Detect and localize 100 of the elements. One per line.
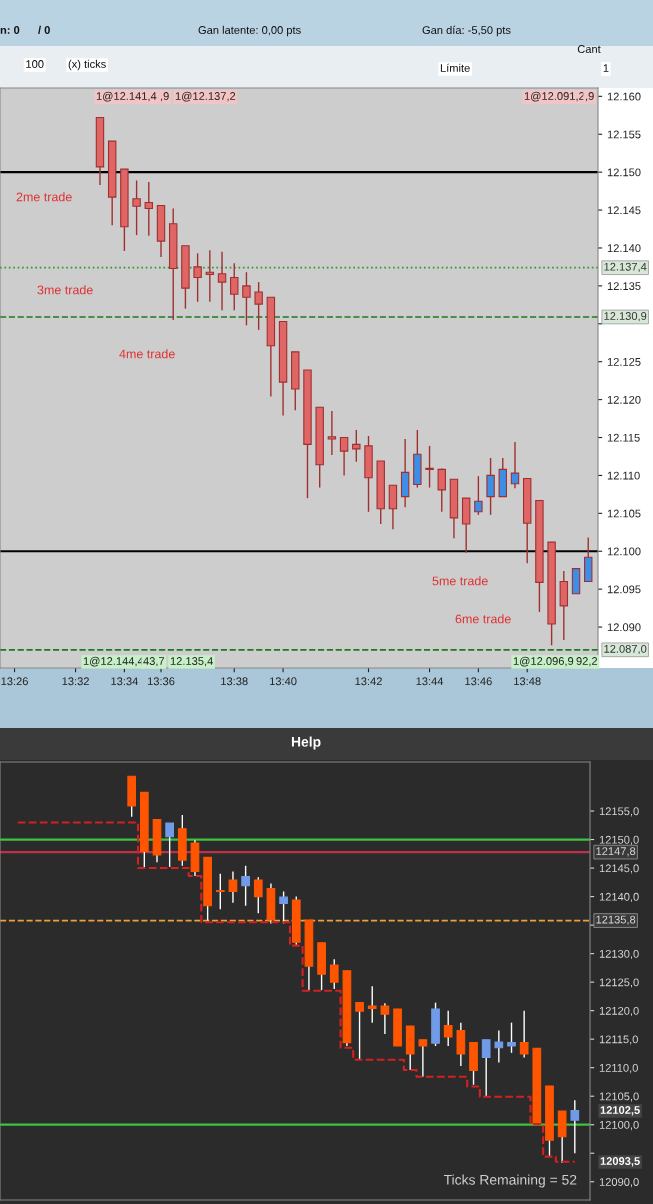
- y-tick-label: 12140,0: [599, 892, 639, 903]
- candlestick: [418, 1039, 428, 1078]
- annotation: 3me trade: [37, 285, 93, 295]
- x-tick-label: 13:42: [355, 677, 382, 686]
- text: 100: [26, 60, 44, 68]
- x-tick-label: 13:38: [221, 677, 248, 686]
- candlestick: [217, 251, 227, 311]
- y-tick-label: 12.090: [607, 623, 641, 632]
- x-tick-label: 13:46: [465, 677, 492, 686]
- candlestick: [355, 1001, 364, 1060]
- candlestick: [215, 873, 225, 910]
- y-tick-label: 12.145: [607, 206, 641, 215]
- y-tick-label: 12.135: [607, 282, 641, 291]
- candlestick: [144, 181, 154, 237]
- annotation: 12.135,4: [170, 657, 213, 667]
- candlestick: [165, 822, 175, 868]
- y-tick-label: 12.120: [607, 395, 641, 404]
- annotation: 2me trade: [16, 192, 72, 202]
- ref-line-label: 12147,8: [596, 847, 636, 857]
- text: 1: [603, 64, 609, 72]
- y-tick-label: 12120,0: [599, 1006, 639, 1017]
- y-tick-label: 12.105: [607, 509, 641, 518]
- y-tick-label: 12.110: [607, 471, 640, 480]
- candlestick: [507, 1021, 516, 1054]
- annotation: 43,7: [143, 657, 165, 667]
- text: Gan latente: 0,00 pts: [198, 25, 301, 37]
- candlestick: [367, 985, 377, 1024]
- y-tick-label: 12.115: [607, 433, 640, 442]
- annotation: 6me trade: [455, 614, 511, 624]
- candlestick: [228, 870, 238, 904]
- text: 12093,5: [600, 1157, 640, 1167]
- y-tick-label: 12110,0: [599, 1063, 638, 1074]
- annotation: 1@12.144,4: [83, 656, 144, 667]
- candlestick: [242, 271, 251, 327]
- annotation: 4me trade: [119, 349, 175, 359]
- text: 12102,5: [600, 1106, 640, 1116]
- x-tick-label: 13:36: [147, 677, 175, 686]
- y-tick-label: 12.155: [607, 130, 641, 139]
- text: / 0: [38, 25, 50, 35]
- y-tick-label: 12.160: [607, 92, 641, 101]
- ref-line-label: 12.137,4: [604, 262, 647, 272]
- text: Límite: [440, 63, 470, 72]
- ref-line-label: 12.087,0: [604, 644, 647, 655]
- text: Gan día: -5,50 pts: [422, 25, 511, 37]
- candlestick: [352, 429, 361, 463]
- candlestick: [193, 252, 202, 303]
- text: Cant: [577, 45, 601, 53]
- annotation: 92,2: [576, 657, 598, 667]
- candlestick: [474, 475, 483, 516]
- y-tick-label: 12150,0: [599, 835, 639, 846]
- x-tick-label: 13:44: [416, 677, 444, 686]
- annotation: 1@12.137,2: [175, 91, 236, 102]
- y-tick-label: 12.125: [607, 357, 641, 366]
- candlestick: [481, 1039, 491, 1098]
- candlestick: [254, 281, 263, 331]
- annotation: ,9: [586, 92, 594, 102]
- y-tick-label: 12.140: [607, 244, 641, 253]
- candlestick: [437, 467, 446, 513]
- ref-line-label: 12.130,9: [604, 312, 647, 322]
- y-tick-label: 12105,0: [599, 1092, 639, 1102]
- x-tick-label: 13:40: [270, 677, 297, 686]
- candlestick: [230, 262, 239, 311]
- text: Help: [291, 736, 321, 750]
- y-tick-label: 12130,0: [599, 949, 639, 960]
- ref-line-label: 12135,8: [596, 915, 636, 925]
- candlestick: [327, 410, 337, 456]
- x-tick-label: 13:32: [62, 677, 89, 686]
- y-tick-label: 12125,0: [599, 978, 639, 988]
- candlestick: [329, 958, 339, 990]
- text: n: 0: [0, 26, 20, 34]
- y-tick-label: 12090,0: [599, 1178, 639, 1188]
- candlestick: [456, 1021, 466, 1067]
- annotation: ,9: [161, 92, 169, 102]
- y-tick-label: 12145,0: [599, 864, 639, 874]
- y-tick-label: 12.095: [607, 585, 641, 594]
- y-tick-label: 12.100: [607, 547, 641, 556]
- candlestick: [519, 1009, 529, 1059]
- candlestick: [253, 876, 263, 914]
- candlestick: [486, 457, 495, 516]
- y-tick-label: 12.150: [607, 168, 641, 177]
- candlestick: [132, 179, 141, 236]
- text: (x) ticks: [68, 59, 106, 71]
- annotation: 1@12.141,4: [96, 91, 157, 102]
- x-tick-label: 13:48: [514, 677, 541, 686]
- candlestick: [494, 1029, 504, 1064]
- candlestick: [380, 1002, 390, 1035]
- y-tick-label: 12155,0: [599, 807, 639, 817]
- x-tick-label: 13:26: [1, 677, 28, 686]
- annotation: Ticks Remaining = 52: [443, 1174, 577, 1188]
- annotation: 1@12.096,9: [513, 656, 574, 667]
- candlestick: [510, 441, 520, 490]
- annotation: 5me trade: [432, 576, 488, 586]
- x-tick-label: 13:34: [111, 677, 138, 686]
- candlestick: [425, 445, 434, 489]
- candlestick: [241, 865, 250, 907]
- y-tick-label: 12100,0: [599, 1120, 639, 1131]
- annotation: 1@12.091,2: [524, 91, 585, 102]
- candlestick: [443, 1009, 453, 1047]
- y-tick-label: 12115,0: [599, 1035, 638, 1045]
- candlestick: [570, 1099, 580, 1154]
